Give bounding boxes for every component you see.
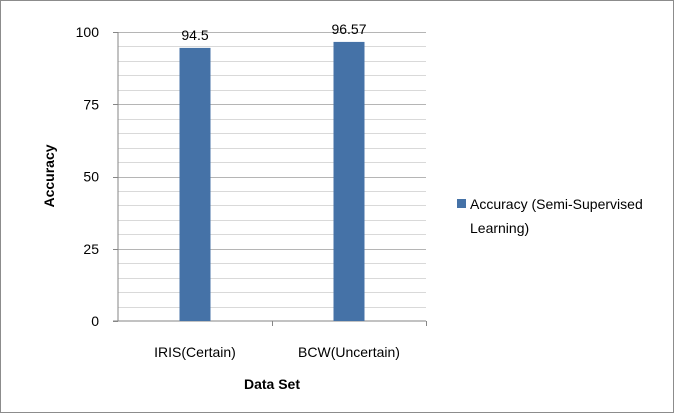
- bar-1: [333, 41, 365, 322]
- y-tick-label: 50: [83, 169, 99, 185]
- bar-0: [179, 47, 211, 322]
- x-tick-label-0: IRIS(Certain): [154, 344, 236, 360]
- y-tick-label: 100: [76, 24, 100, 40]
- x-tick-label-1: BCW(Uncertain): [298, 344, 400, 360]
- legend-swatch: [457, 199, 466, 208]
- gridlines: [118, 32, 426, 308]
- x-axis-title: Data Set: [244, 376, 300, 392]
- data-label-0: 94.5: [181, 27, 208, 43]
- x-tick-labels: IRIS(Certain) BCW(Uncertain): [154, 321, 427, 360]
- legend-label-continued: Learning): [470, 220, 529, 236]
- data-label-1: 96.57: [331, 21, 366, 37]
- axes: [113, 32, 426, 322]
- y-tick-label: 75: [83, 96, 99, 112]
- y-tick-label: 25: [83, 241, 99, 257]
- legend: Accuracy (Semi-Supervised Learning): [457, 196, 643, 236]
- bars: [179, 41, 365, 322]
- data-labels: 94.5 96.57: [181, 21, 366, 43]
- y-tick-label: 0: [91, 313, 99, 329]
- y-tick-labels: 0 25 50 75 100: [76, 24, 118, 329]
- y-axis-title: Accuracy: [41, 144, 57, 207]
- legend-label: Accuracy (Semi-Supervised: [470, 196, 643, 212]
